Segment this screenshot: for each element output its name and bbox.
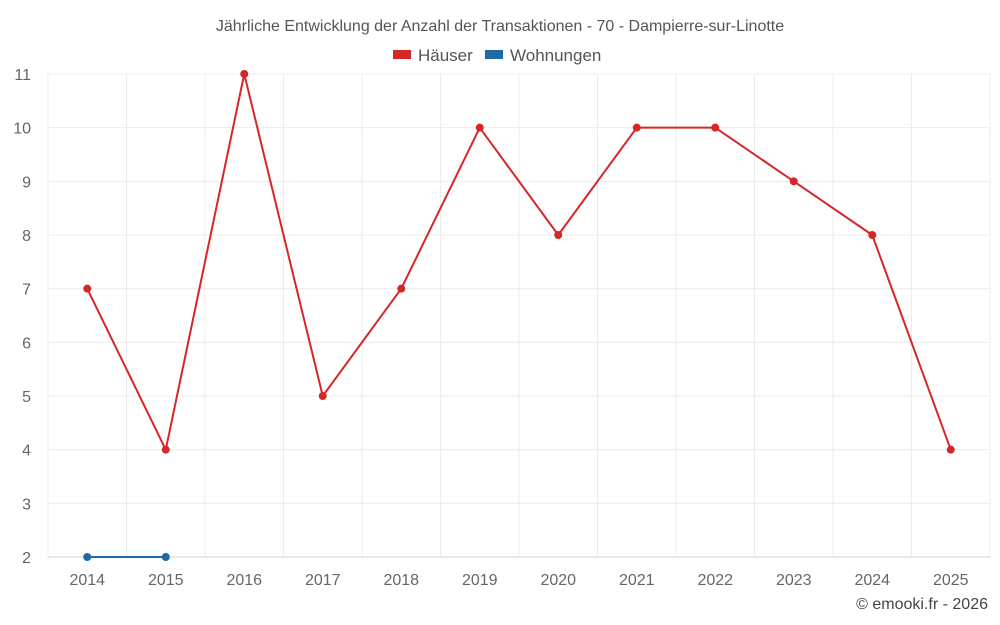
y-tick-label: 11	[14, 67, 31, 84]
x-tick-label: 2018	[383, 572, 419, 589]
data-point-wohnungen[interactable]	[161, 553, 170, 561]
chart-legend: Häuser Wohnungen	[393, 46, 601, 65]
x-axis-ticks: 2014 2015 2016 2017 2018 2019 2020 2021 2022 2023…	[69, 572, 968, 589]
data-point-haeuser[interactable]	[554, 231, 563, 239]
series-line-haeuser	[86, 73, 952, 451]
x-tick-label: 2020	[540, 572, 576, 589]
data-point-haeuser[interactable]	[711, 123, 720, 132]
x-tick-label: 2021	[619, 572, 655, 589]
y-tick-label: 2	[22, 550, 31, 567]
y-tick-label: 9	[22, 174, 31, 191]
data-point-haeuser[interactable]	[161, 445, 170, 454]
data-point-wohnungen[interactable]	[83, 553, 92, 561]
legend-label-wohnungen[interactable]: Wohnungen	[510, 46, 601, 65]
y-tick-label: 7	[22, 282, 31, 299]
chart-title: Jährliche Entwicklung der Anzahl der Tra…	[216, 18, 784, 35]
y-tick-label: 4	[22, 443, 31, 460]
data-point-haeuser[interactable]	[632, 123, 641, 132]
data-point-haeuser[interactable]	[475, 123, 484, 132]
grid-lines	[47, 73, 991, 558]
y-tick-label: 3	[22, 496, 31, 513]
data-point-haeuser[interactable]	[397, 284, 406, 293]
y-tick-label: 6	[22, 335, 31, 352]
x-tick-label: 2023	[776, 572, 812, 589]
y-tick-label: 5	[22, 389, 31, 406]
data-point-haeuser[interactable]	[83, 284, 92, 293]
data-point-haeuser[interactable]	[946, 445, 955, 454]
x-tick-label: 2017	[305, 572, 341, 589]
x-tick-label: 2016	[226, 572, 262, 589]
x-tick-label: 2019	[462, 572, 498, 589]
x-tick-label: 2015	[148, 572, 184, 589]
x-tick-label: 2025	[933, 572, 969, 589]
data-point-haeuser[interactable]	[868, 231, 877, 239]
x-tick-label: 2022	[697, 572, 733, 589]
credit-text: © emooki.fr - 2026	[856, 596, 988, 613]
y-tick-label: 8	[22, 228, 31, 245]
y-tick-label: 10	[13, 121, 31, 138]
y-axis-ticks: 2 3 4 5 6 7 8 9 10 11	[13, 67, 31, 567]
data-point-haeuser[interactable]	[318, 392, 327, 400]
data-point-haeuser[interactable]	[789, 177, 798, 186]
series-group	[83, 70, 955, 561]
data-point-haeuser[interactable]	[240, 70, 249, 78]
x-tick-label: 2014	[69, 572, 105, 589]
legend-swatch-wohnungen	[485, 50, 503, 59]
legend-swatch-haeuser	[393, 50, 411, 59]
legend-label-haeuser[interactable]: Häuser	[418, 46, 473, 65]
x-tick-label: 2024	[854, 572, 890, 589]
